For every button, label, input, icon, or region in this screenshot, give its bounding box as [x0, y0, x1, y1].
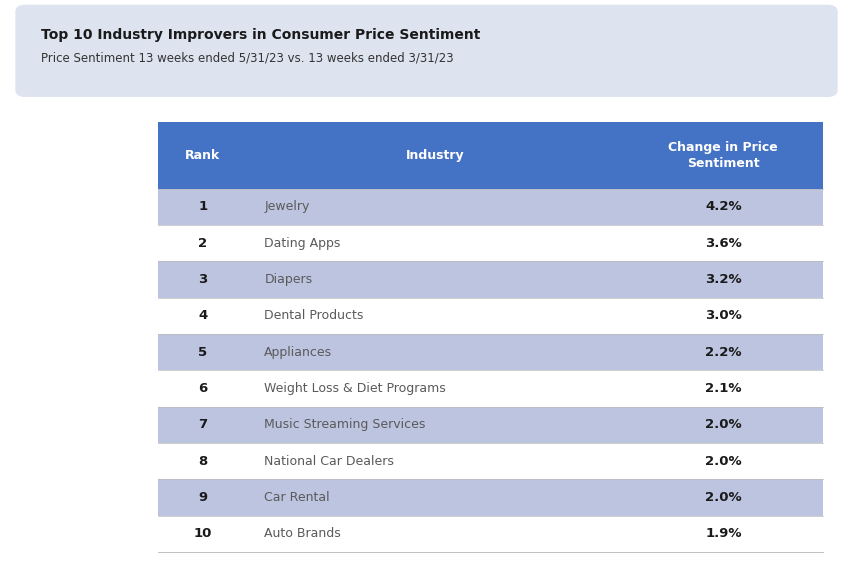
Text: Dating Apps: Dating Apps	[264, 237, 340, 250]
Bar	[158, 225, 822, 261]
Bar	[158, 516, 822, 552]
Bar	[158, 334, 822, 371]
Text: 2.2%: 2.2%	[705, 346, 740, 358]
Text: 1.9%: 1.9%	[705, 528, 740, 540]
Bar	[158, 122, 822, 189]
Text: Rank: Rank	[185, 149, 220, 162]
Text: Diapers: Diapers	[264, 273, 312, 286]
FancyBboxPatch shape	[15, 5, 837, 97]
Bar	[158, 479, 822, 516]
Text: Change in Price
Sentiment: Change in Price Sentiment	[668, 141, 777, 170]
Text: 3.0%: 3.0%	[704, 310, 741, 322]
Text: 6: 6	[198, 382, 207, 395]
Text: 2.0%: 2.0%	[705, 455, 740, 468]
Bar	[158, 261, 822, 297]
Text: 2: 2	[198, 237, 207, 250]
Text: Weight Loss & Diet Programs: Weight Loss & Diet Programs	[264, 382, 446, 395]
Text: 7: 7	[198, 418, 207, 431]
Bar	[158, 371, 822, 407]
Text: 4.2%: 4.2%	[705, 200, 740, 213]
Text: Auto Brands: Auto Brands	[264, 528, 341, 540]
Text: 2.0%: 2.0%	[705, 418, 740, 431]
Text: 10: 10	[193, 528, 211, 540]
Text: 9: 9	[198, 491, 207, 504]
Text: Price Sentiment 13 weeks ended 5/31/23 vs. 13 weeks ended 3/31/23: Price Sentiment 13 weeks ended 5/31/23 v…	[41, 51, 453, 64]
Text: 3.6%: 3.6%	[704, 237, 741, 250]
Text: Music Streaming Services: Music Streaming Services	[264, 418, 425, 431]
Text: 8: 8	[198, 455, 207, 468]
Text: 2.1%: 2.1%	[705, 382, 740, 395]
Text: 1: 1	[198, 200, 207, 213]
Bar	[158, 297, 822, 334]
Text: Industry: Industry	[406, 149, 464, 162]
Text: 4: 4	[198, 310, 207, 322]
Text: Car Rental: Car Rental	[264, 491, 330, 504]
Text: Dental Products: Dental Products	[264, 310, 363, 322]
Text: 5: 5	[198, 346, 207, 358]
Bar	[158, 407, 822, 443]
Bar	[158, 189, 822, 225]
Text: 2.0%: 2.0%	[705, 491, 740, 504]
Text: 3: 3	[198, 273, 207, 286]
Text: National Car Dealers: National Car Dealers	[264, 455, 394, 468]
Text: Top 10 Industry Improvers in Consumer Price Sentiment: Top 10 Industry Improvers in Consumer Pr…	[41, 28, 480, 42]
Bar	[158, 443, 822, 479]
Text: Appliances: Appliances	[264, 346, 332, 358]
Text: 3.2%: 3.2%	[705, 273, 740, 286]
Text: Jewelry: Jewelry	[264, 200, 309, 213]
